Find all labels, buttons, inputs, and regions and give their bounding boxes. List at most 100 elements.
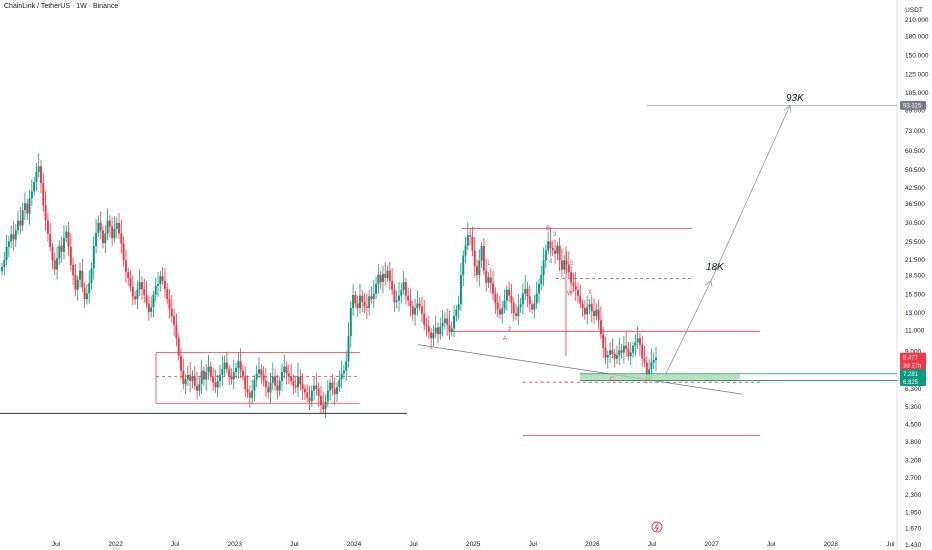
candle-body <box>274 376 277 386</box>
candle-body <box>618 350 621 356</box>
candle-body <box>202 370 205 380</box>
candle-body <box>599 320 602 335</box>
candle-body <box>3 259 6 267</box>
candle-body <box>255 373 258 380</box>
candle-body <box>241 370 244 377</box>
candle-body <box>92 246 95 269</box>
candle-body <box>439 326 442 335</box>
candle-body <box>239 361 242 371</box>
y-tick-label: 150.000 <box>905 52 929 59</box>
x-tick-label: 2024 <box>347 541 362 548</box>
candle-body <box>528 296 531 305</box>
y-tick-label: 30.500 <box>905 220 925 227</box>
candle-body <box>76 279 79 290</box>
y-tick-label: 13.000 <box>905 310 925 317</box>
candle-body <box>391 280 394 290</box>
candle-body <box>537 283 540 294</box>
candle-body <box>404 282 407 296</box>
candle-body <box>235 367 238 373</box>
candle-body <box>531 304 534 310</box>
symbol-title[interactable]: ChainLink / TetherUS · 1W · Binance <box>4 3 119 10</box>
annotation-18k: 18K <box>706 262 725 273</box>
y-tick-label: 25.500 <box>905 239 925 246</box>
candle-body <box>643 358 646 363</box>
candle-body <box>372 293 375 300</box>
candle-body <box>453 316 456 329</box>
candle-body <box>641 344 644 359</box>
candle-body <box>175 324 178 339</box>
candle-body <box>53 260 56 270</box>
candle-body <box>379 275 382 283</box>
candle-body <box>469 235 472 237</box>
candle-body <box>526 288 529 297</box>
candle-body <box>35 172 38 182</box>
candle-body <box>540 275 543 284</box>
candle-body <box>570 272 573 283</box>
candle-body <box>317 388 320 396</box>
candle-body <box>301 384 304 389</box>
y-tick-label: 6.300 <box>905 386 922 393</box>
y-tick-label: 9.000 <box>905 348 922 355</box>
candle-body <box>349 308 352 337</box>
candle-body <box>437 327 439 335</box>
candle-body <box>395 300 398 303</box>
candle-body <box>17 220 20 231</box>
candle-body <box>260 369 263 375</box>
y-tick-label: 2.300 <box>905 492 922 499</box>
candle-body <box>386 270 389 278</box>
y-tick-label: 125.000 <box>905 72 929 79</box>
x-tick-label: Jul <box>886 541 895 548</box>
candle-body <box>193 376 196 386</box>
candle-body <box>551 247 554 251</box>
candle-body <box>124 260 127 272</box>
candle-body <box>189 374 192 381</box>
candle-body <box>636 338 639 343</box>
candle-body <box>157 283 160 286</box>
candle-body <box>655 357 657 360</box>
wave-label-5: 5 <box>570 261 574 267</box>
candle-body <box>152 294 155 308</box>
candle-body <box>459 275 462 305</box>
x-tick-label: 2025 <box>466 541 481 548</box>
y-tick-label: 73.000 <box>905 128 925 135</box>
candle-body <box>434 327 437 334</box>
demand-zone <box>580 373 740 381</box>
y-tick-label: 21.500 <box>905 257 925 264</box>
candle-body <box>244 376 247 389</box>
candle-body <box>400 290 403 296</box>
candle-body <box>173 316 176 325</box>
candle-body <box>650 362 653 370</box>
candle-body <box>49 233 52 247</box>
candle-body <box>590 304 593 312</box>
candle-body <box>466 235 469 246</box>
candle-body <box>147 303 150 312</box>
candle-body <box>326 390 329 402</box>
candle-body <box>150 307 153 312</box>
candle-body <box>127 271 130 278</box>
zone-lower-badge-bg <box>900 377 926 387</box>
candle-body <box>443 318 446 323</box>
candle-body <box>581 303 584 309</box>
candle-body <box>223 362 226 370</box>
candle-body <box>521 293 524 305</box>
candle-body <box>611 350 614 354</box>
candle-body <box>303 388 306 393</box>
candle-body <box>547 241 550 251</box>
candle-body <box>207 366 210 373</box>
candle-body <box>411 306 414 315</box>
candle-body <box>290 376 293 381</box>
x-tick-label: Jul <box>648 541 657 548</box>
candle-body <box>26 203 29 214</box>
candle-body <box>10 234 13 242</box>
candle-body <box>40 166 43 184</box>
candle-body <box>375 283 378 294</box>
candle-body <box>549 241 552 248</box>
candle-body <box>388 270 391 281</box>
candle-body <box>299 376 302 385</box>
candle-body <box>604 348 607 358</box>
x-tick-label: Jul <box>52 541 61 548</box>
candle-body <box>65 231 68 238</box>
candle-body <box>574 285 577 290</box>
candle-body <box>448 324 451 333</box>
